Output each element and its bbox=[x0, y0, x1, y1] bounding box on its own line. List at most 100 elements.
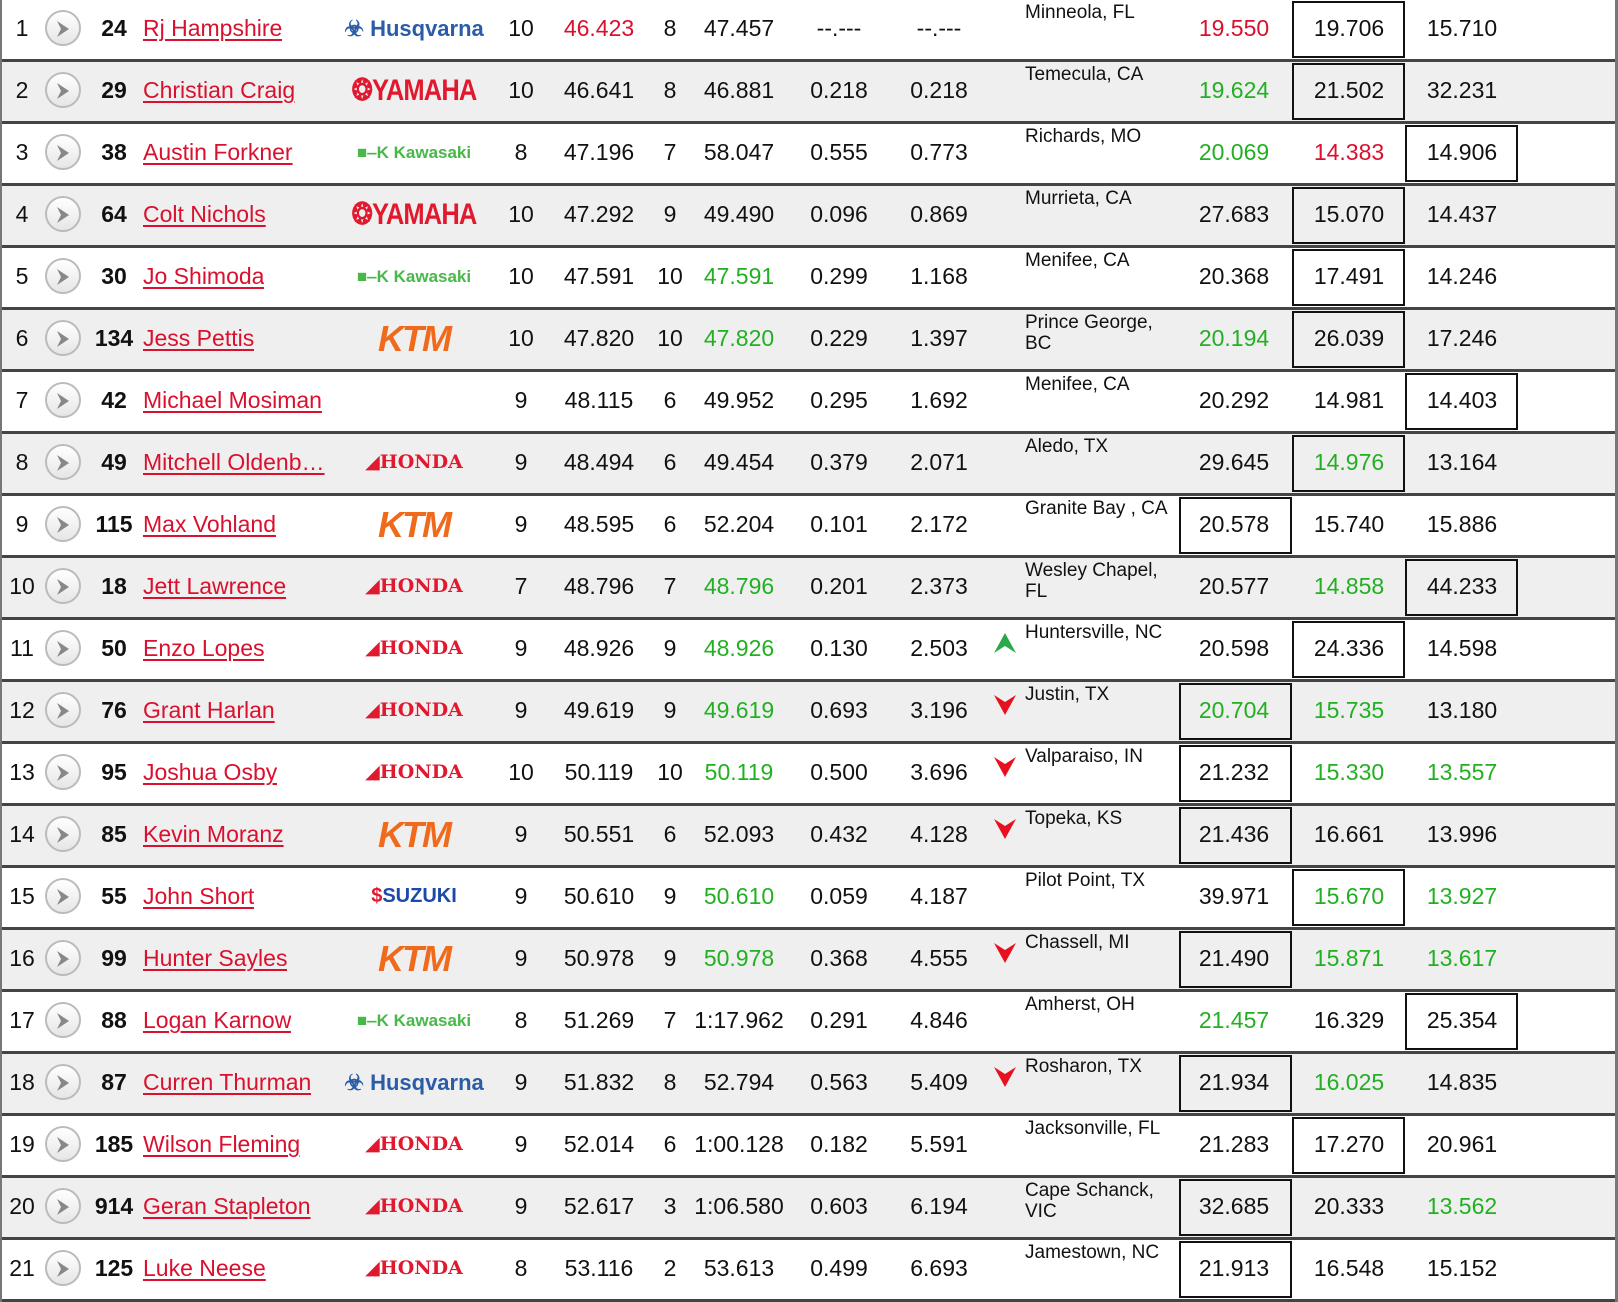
play-circle-icon[interactable] bbox=[45, 754, 81, 790]
rider-name-link[interactable]: Jo Shimoda bbox=[143, 263, 265, 289]
laps: 10 bbox=[508, 15, 534, 41]
segment-3-time: 13.557 bbox=[1426, 759, 1498, 785]
brand-name: HONDA bbox=[379, 575, 463, 597]
rider-name-link[interactable]: Jess Pettis bbox=[143, 325, 255, 351]
laps: 8 bbox=[514, 139, 528, 165]
best-lap-time: 50.978 bbox=[563, 945, 635, 971]
laps: 9 bbox=[514, 635, 528, 661]
rider-name-link[interactable]: Austin Forkner bbox=[143, 139, 293, 165]
play-circle-icon[interactable] bbox=[45, 1126, 81, 1162]
difference: 0.368 bbox=[810, 945, 868, 971]
gap: 0.218 bbox=[910, 77, 968, 103]
rider-name-link[interactable]: John Short bbox=[143, 883, 255, 909]
segment-3-time: 13.180 bbox=[1426, 697, 1498, 723]
rider-name-link[interactable]: Christian Craig bbox=[143, 77, 296, 103]
last-lap-time: 48.796 bbox=[703, 573, 775, 599]
gap: 0.869 bbox=[910, 201, 968, 227]
segment-1-time: 20.194 bbox=[1198, 325, 1270, 351]
honda-wing-icon: ◢ bbox=[365, 637, 380, 659]
table-row: 20 914 Geran Stapleton ◢HONDA 9 52.617 3 1:06.5… bbox=[2, 1178, 1615, 1240]
laps: 10 bbox=[508, 325, 534, 351]
gap: 3.696 bbox=[910, 759, 968, 785]
honda-wing-icon: ◢ bbox=[365, 1257, 380, 1279]
play-circle-icon[interactable] bbox=[45, 1064, 81, 1100]
play-circle-icon[interactable] bbox=[45, 568, 81, 604]
gap: 6.693 bbox=[910, 1255, 968, 1281]
play-circle-icon[interactable] bbox=[45, 382, 81, 418]
hometown: Jacksonville, FL bbox=[1025, 1118, 1161, 1139]
segment-3-time: 15.710 bbox=[1426, 15, 1498, 41]
play-circle-icon[interactable] bbox=[45, 940, 81, 976]
rider-name-link[interactable]: Hunter Sayles bbox=[143, 945, 288, 971]
gap: 4.846 bbox=[910, 1007, 968, 1033]
hometown: Richards, MO bbox=[1025, 126, 1142, 147]
rider-number: 18 bbox=[101, 573, 127, 599]
brand-logo-honda: ◢HONDA bbox=[365, 1178, 463, 1237]
rider-name-link[interactable]: Wilson Fleming bbox=[143, 1131, 301, 1157]
rider-name-link[interactable]: Jett Lawrence bbox=[143, 573, 287, 599]
table-row: 15 55 John Short $SUZUKI 9 50.610 9 50.610 0.059… bbox=[2, 868, 1615, 930]
play-circle-icon[interactable] bbox=[45, 196, 81, 232]
brand-name: SUZUKI bbox=[382, 885, 457, 907]
rider-name-link[interactable]: Kevin Moranz bbox=[143, 821, 284, 847]
play-circle-icon[interactable] bbox=[45, 72, 81, 108]
difference: 0.563 bbox=[810, 1069, 868, 1095]
rider-name-link[interactable]: Michael Mosiman bbox=[143, 387, 322, 413]
play-circle-icon[interactable] bbox=[45, 320, 81, 356]
honda-wing-icon: ◢ bbox=[365, 1133, 380, 1155]
difference: 0.101 bbox=[810, 511, 868, 537]
last-lap-time: 50.119 bbox=[704, 759, 774, 785]
husqvarna-crest-icon: ☣ bbox=[344, 1070, 364, 1095]
best-segment-box bbox=[1292, 869, 1405, 926]
difference: 0.096 bbox=[810, 201, 868, 227]
best-lap-time: 48.926 bbox=[563, 635, 635, 661]
last-lap-time: 50.610 bbox=[703, 883, 775, 909]
rider-name-link[interactable]: Curren Thurman bbox=[143, 1069, 312, 1095]
rider-number: 85 bbox=[101, 821, 127, 847]
rider-name-link[interactable]: Max Vohland bbox=[143, 511, 276, 537]
play-circle-icon[interactable] bbox=[45, 816, 81, 852]
segment-3-time: 14.835 bbox=[1426, 1069, 1498, 1095]
play-circle-icon[interactable] bbox=[45, 630, 81, 666]
best-segment-box bbox=[1405, 125, 1518, 182]
rider-name-link[interactable]: Grant Harlan bbox=[143, 697, 275, 723]
rider-number: 134 bbox=[94, 325, 134, 351]
play-circle-icon[interactable] bbox=[45, 506, 81, 542]
segment-1-time: 19.624 bbox=[1198, 77, 1270, 103]
play-circle-icon[interactable] bbox=[45, 1002, 81, 1038]
play-circle-icon[interactable] bbox=[45, 10, 81, 46]
rider-name-link[interactable]: Mitchell Oldenb… bbox=[143, 449, 325, 475]
gap: 1.397 bbox=[910, 325, 968, 351]
rider-name-link[interactable]: Colt Nichols bbox=[143, 201, 266, 227]
rider-number: 115 bbox=[95, 511, 133, 537]
kawasaki-k-icon: ■‒K bbox=[356, 143, 389, 162]
play-circle-icon[interactable] bbox=[45, 692, 81, 728]
segment-2-time: 19.706 bbox=[1313, 15, 1385, 41]
table-row: 16 99 Hunter Sayles KTM 9 50.978 9 50.978 0.368 4… bbox=[2, 930, 1615, 992]
brand-name: YAMAHA bbox=[372, 74, 477, 107]
brand-name: KTM bbox=[378, 504, 452, 545]
rider-name-link[interactable]: Luke Neese bbox=[143, 1255, 266, 1281]
brand-logo-ktm: KTM bbox=[378, 930, 452, 989]
rider-name-link[interactable]: Rj Hampshire bbox=[143, 15, 283, 41]
brand-name: HONDA bbox=[379, 1257, 463, 1279]
table-row: 6 134 Jess Pettis KTM 10 47.820 10 47.820 0.229 1… bbox=[2, 310, 1615, 372]
play-circle-icon[interactable] bbox=[45, 258, 81, 294]
segment-3-time: 15.886 bbox=[1426, 511, 1498, 537]
segment-1-time: 21.490 bbox=[1198, 945, 1270, 971]
best-segment-box bbox=[1292, 63, 1405, 120]
play-circle-icon[interactable] bbox=[45, 444, 81, 480]
rider-name-link[interactable]: Enzo Lopes bbox=[143, 635, 265, 661]
play-circle-icon[interactable] bbox=[45, 878, 81, 914]
best-segment-box bbox=[1292, 187, 1405, 244]
play-circle-icon[interactable] bbox=[45, 1188, 81, 1224]
rider-number: 24 bbox=[101, 15, 127, 41]
segment-1-time: 39.971 bbox=[1198, 883, 1270, 909]
play-circle-icon[interactable] bbox=[45, 1250, 81, 1286]
rider-name-link[interactable]: Joshua Osby bbox=[143, 759, 278, 785]
rider-name-link[interactable]: Geran Stapleton bbox=[143, 1193, 311, 1219]
play-circle-icon[interactable] bbox=[45, 134, 81, 170]
brand-name: HONDA bbox=[379, 637, 463, 659]
suzuki-s-icon: $ bbox=[371, 885, 383, 907]
rider-name-link[interactable]: Logan Karnow bbox=[143, 1007, 292, 1033]
